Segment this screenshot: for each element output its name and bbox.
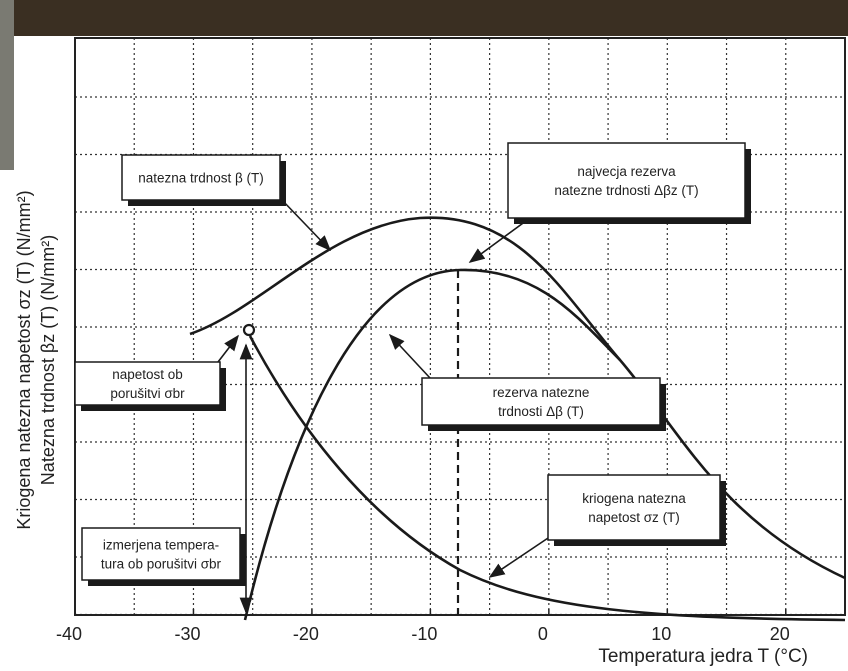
x-tick-label: -20	[293, 624, 319, 644]
x-tick-label: -10	[411, 624, 437, 644]
annotation-box	[82, 528, 240, 580]
x-tick-label: 10	[651, 624, 671, 644]
x-tick-label: 0	[538, 624, 548, 644]
annotation-text: porušitvi σbr	[110, 386, 185, 401]
pointer	[282, 200, 330, 250]
x-tick-label: -40	[56, 624, 82, 644]
pointer	[390, 335, 430, 378]
pointer	[218, 336, 238, 362]
y-label-line: Natezna trdnost βz (T) (N/mm²)	[38, 235, 58, 485]
y-label-line: Kriogena natezna napetost σz (T) (N/mm²)	[14, 190, 34, 529]
y-axis-label: Kriogena natezna napetost σz (T) (N/mm²)…	[14, 190, 58, 529]
annotation-text: natezne trdnosti Δβz (T)	[554, 183, 698, 198]
annotation-text: trdnosti Δβ (T)	[498, 404, 584, 419]
annotation-box	[548, 475, 720, 540]
x-tick-label: 20	[770, 624, 790, 644]
annotation-text: izmerjena tempera-	[103, 538, 219, 553]
x-tick-label: -30	[174, 624, 200, 644]
photo-edge	[0, 0, 848, 36]
photo-edge	[0, 0, 14, 170]
annotation-text: napetost σz (T)	[588, 510, 680, 525]
failure-point	[244, 325, 254, 335]
annotation-text: natezna trdnost β (T)	[138, 171, 264, 186]
delta-beta-curve	[245, 270, 620, 620]
annotation-text: tura ob porušitvi σbr	[101, 557, 222, 572]
annotations: natezna trdnost β (T) najvecja rezerva nat…	[75, 143, 751, 586]
annotation-text: kriogena natezna	[582, 491, 686, 506]
annotation-box	[508, 143, 745, 218]
annotation-text: rezerva natezne	[493, 385, 590, 400]
annotation-text: najvecja rezerva	[577, 164, 676, 179]
chart: natezna trdnost β (T) najvecja rezerva nat…	[0, 0, 848, 671]
annotation-text: napetost ob	[112, 367, 183, 382]
x-axis-label: Temperatura jedra T (°C)	[598, 646, 808, 667]
